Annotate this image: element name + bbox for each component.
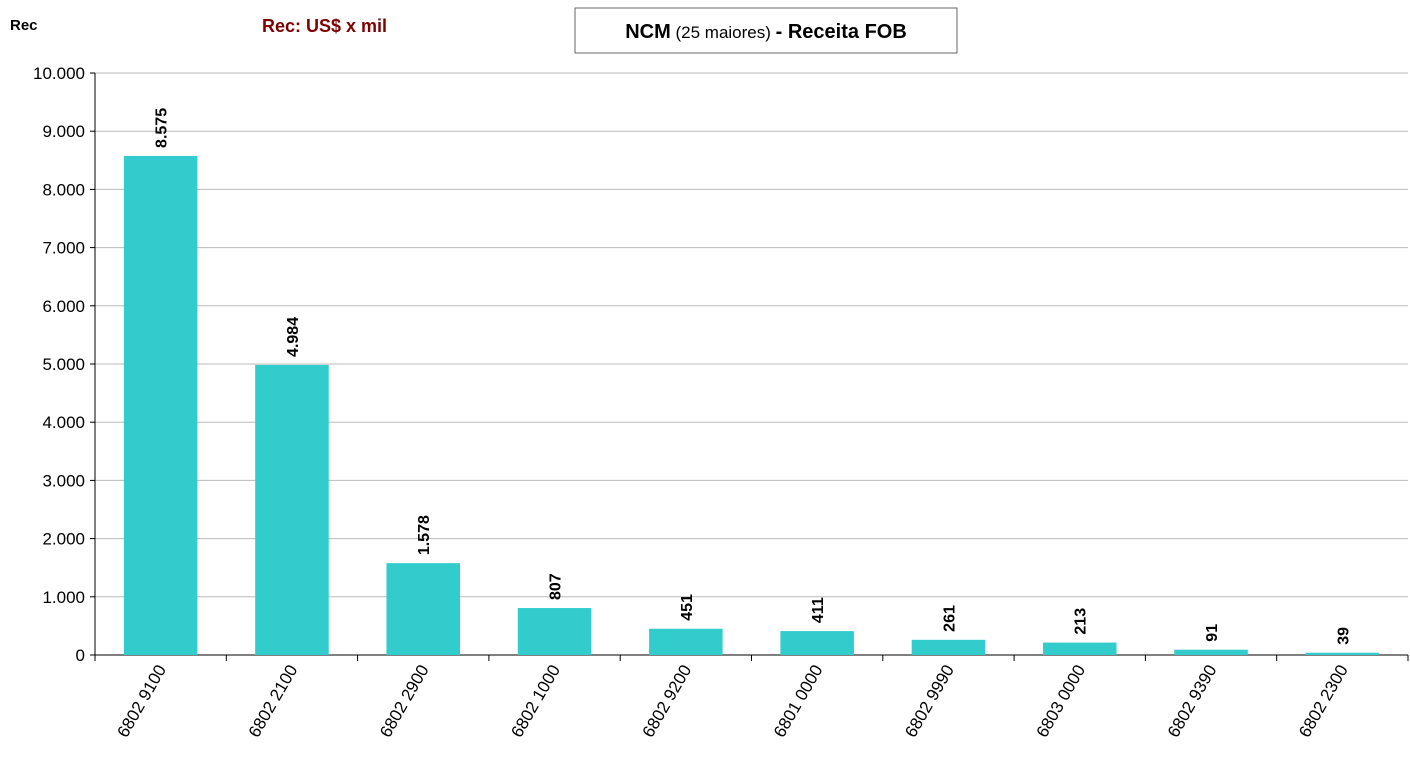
x-tick-label: 6802 9390 bbox=[1164, 662, 1221, 741]
x-tick-label: 6802 2300 bbox=[1295, 662, 1352, 741]
bar bbox=[1174, 649, 1248, 655]
value-label: 39 bbox=[1335, 627, 1352, 645]
value-label: 411 bbox=[810, 597, 827, 623]
unit-note: Rec: US$ x mil bbox=[262, 16, 387, 36]
title-box bbox=[574, 7, 958, 54]
y-tick-label: 0 bbox=[76, 646, 85, 665]
value-label: 8.575 bbox=[154, 108, 171, 148]
x-tick-label: 6802 2100 bbox=[245, 662, 302, 741]
y-tick-label: 6.000 bbox=[42, 297, 85, 316]
x-tick-label: 6801 0000 bbox=[770, 662, 827, 741]
x-tick-label: 6802 2900 bbox=[376, 662, 433, 741]
bar bbox=[780, 631, 854, 655]
x-tick-label: 6803 0000 bbox=[1033, 662, 1090, 741]
bar bbox=[386, 563, 461, 655]
value-label: 1.578 bbox=[416, 515, 433, 555]
value-label: 91 bbox=[1204, 624, 1221, 642]
y-tick-label: 3.000 bbox=[42, 471, 85, 490]
value-label: 213 bbox=[1073, 608, 1090, 635]
title-part: - Receita FOB bbox=[776, 21, 907, 43]
y-tick-label: 8.000 bbox=[42, 180, 85, 199]
y-tick-label: 2.000 bbox=[42, 530, 85, 549]
value-label: 807 bbox=[548, 573, 565, 600]
bar bbox=[1042, 642, 1117, 655]
chart-title: NCM (25 maiores) - Receita FOB bbox=[625, 21, 907, 43]
y-axis-label: Rec bbox=[10, 17, 38, 34]
y-tick-label: 4.000 bbox=[42, 413, 85, 432]
title-part: (25 maiores) bbox=[675, 23, 770, 42]
bar bbox=[123, 155, 198, 655]
title-part: NCM bbox=[625, 21, 671, 43]
x-tick-label: 6802 9100 bbox=[113, 662, 170, 741]
x-tick-label: 6802 1000 bbox=[507, 662, 564, 741]
value-label: 451 bbox=[679, 594, 696, 621]
value-label: 261 bbox=[941, 605, 958, 632]
y-tick-label: 10.000 bbox=[33, 64, 85, 83]
bar bbox=[1305, 652, 1380, 655]
x-tick-label: 6802 9990 bbox=[901, 661, 958, 740]
value-label: 4.984 bbox=[285, 317, 302, 357]
bar bbox=[911, 639, 986, 655]
x-tick-label: 6802 9200 bbox=[639, 662, 696, 741]
bar bbox=[649, 628, 723, 655]
bar bbox=[255, 364, 329, 655]
bar bbox=[517, 608, 592, 655]
y-tick-label: 9.000 bbox=[42, 122, 85, 141]
y-tick-label: 7.000 bbox=[42, 239, 85, 258]
y-tick-label: 1.000 bbox=[42, 588, 85, 607]
y-tick-label: 5.000 bbox=[42, 355, 85, 374]
